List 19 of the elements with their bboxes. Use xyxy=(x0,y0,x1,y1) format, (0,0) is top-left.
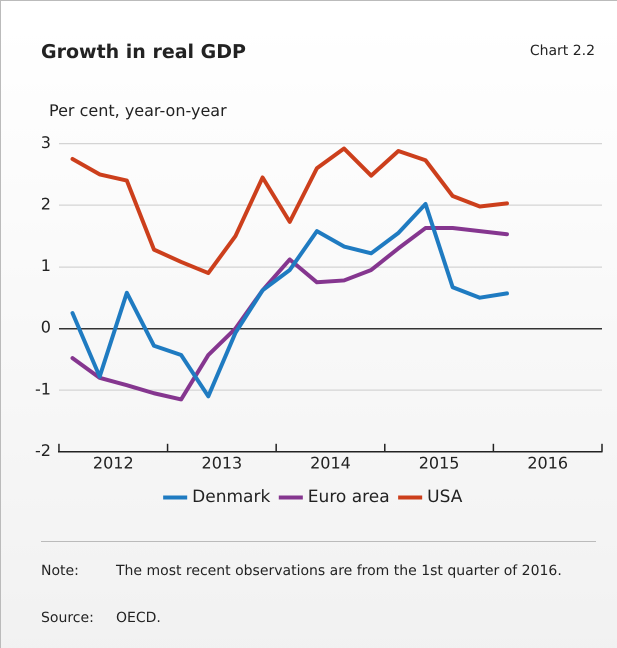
chart-title: Growth in real GDP xyxy=(41,41,246,63)
legend-label: USA xyxy=(427,486,463,507)
y-tick-label: -1 xyxy=(35,379,51,398)
caption: Chart 2.2 xyxy=(530,43,595,59)
legend-label: Euro area xyxy=(308,486,390,507)
text: Source: OECD. xyxy=(41,610,161,626)
legend-label: Denmark xyxy=(192,486,270,507)
y-tick-label: 3 xyxy=(40,132,51,152)
text: Note: The most recent observations are from the 1st quarter of 2016. xyxy=(41,563,562,579)
x-tick-label: 2016 xyxy=(527,454,568,473)
x-tick-label: 2012 xyxy=(92,454,134,473)
y-axis-title: Per cent, year-on-year xyxy=(49,101,227,120)
x-tick-label: 2013 xyxy=(202,454,242,473)
x-tick-label: 2014 xyxy=(310,454,351,473)
y-tick-label: -2 xyxy=(35,440,51,460)
y-tick-label: 0 xyxy=(40,318,51,337)
x-tick-label: 2015 xyxy=(418,454,460,473)
y-tick-label: 2 xyxy=(40,194,51,214)
y-tick-label: 1 xyxy=(40,256,51,276)
